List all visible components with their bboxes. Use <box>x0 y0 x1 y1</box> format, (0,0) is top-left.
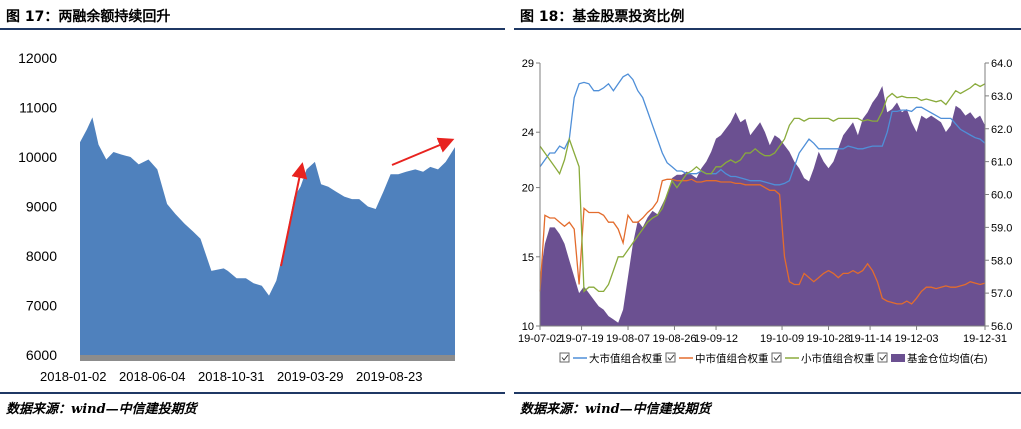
fund-position-area <box>540 86 985 326</box>
right-title-rule <box>514 28 1021 30</box>
x-tick-label: 2019-08-23 <box>356 369 423 384</box>
right-source-rule <box>514 392 1021 394</box>
left-source-rule <box>0 392 505 394</box>
y-right-tick-label: 56.0 <box>991 321 1012 333</box>
fund-allocation-chart: 10 15 20 24 29 56.0 57.0 58.0 59.0 60.0 61.0 62.0 63… <box>518 58 1012 365</box>
y-right-tick-label: 60.0 <box>991 190 1012 202</box>
x-tick-label: 19-08-07 <box>606 333 650 345</box>
x-tick-label: 2018-10-31 <box>198 369 265 384</box>
check-icon <box>667 354 675 361</box>
y-tick-label: 7000 <box>26 298 57 314</box>
x-tick-label: 19-12-31 <box>963 333 1007 345</box>
x-tick-label: 19-07-19 <box>560 333 604 345</box>
legend-checkbox-icon <box>771 352 782 363</box>
check-icon <box>773 354 781 361</box>
chart-legend: 大市值组合权重 中市值组合权重 小市值组合权重 基金仓位均值(右) <box>559 352 988 365</box>
margin-balance-chart: 6000 7000 8000 9000 10000 11000 12000 2018-01-0… <box>18 50 455 384</box>
up-arrow <box>280 162 308 267</box>
y-left-tick-label: 29 <box>522 58 534 70</box>
y-left-tick-label: 24 <box>522 127 534 139</box>
legend-label: 大市值组合权重 <box>589 352 663 365</box>
x-tick-label: 19-10-09 <box>760 333 804 345</box>
left-figure-title: 图 17：两融余额持续回升 <box>6 9 171 25</box>
legend-mid-cap: 中市值组合权重 <box>665 352 769 365</box>
y-tick-label: 8000 <box>26 248 57 264</box>
x-tick-label: 19-07-02 <box>518 333 562 345</box>
left-figure: 图 17：两融余额持续回升 6000 7000 8000 9000 10000 11000… <box>0 0 505 429</box>
legend-fund-position: 基金仓位均值(右) <box>877 352 988 365</box>
x-tick-label: 19-10-28 <box>806 333 850 345</box>
mid-cap-weight-line <box>539 178 986 305</box>
legend-checkbox-icon <box>559 352 570 363</box>
legend-swatch <box>891 354 905 362</box>
legend-label: 小市值组合权重 <box>801 352 875 365</box>
y-right-tick-label: 64.0 <box>991 58 1012 70</box>
x-tick-label: 2018-01-02 <box>40 369 107 384</box>
legend-label: 基金仓位均值(右) <box>907 352 988 365</box>
y-right-tick-label: 58.0 <box>991 255 1012 267</box>
y-right-tick-label: 57.0 <box>991 288 1012 300</box>
y-right-tick-label: 63.0 <box>991 91 1012 103</box>
legend-checkbox-icon <box>665 352 676 363</box>
x-tick-label: 2019-03-29 <box>277 369 344 384</box>
left-source-note: 数据来源：wind—中信建投期货 <box>6 402 197 417</box>
left-title-rule <box>0 28 505 30</box>
y-tick-label: 10000 <box>18 149 57 165</box>
legend-label: 中市值组合权重 <box>695 352 769 365</box>
x-tick-label: 2018-06-04 <box>119 369 186 384</box>
x-tick-label: 19-12-03 <box>895 333 939 345</box>
y-right-tick-label: 62.0 <box>991 124 1012 136</box>
right-figure-title: 图 18：基金股票投资比例 <box>520 9 685 25</box>
large-cap-weight-line <box>539 73 986 186</box>
y-right-tick-label: 59.0 <box>991 222 1012 234</box>
x-tick-label: 19-09-12 <box>694 333 738 345</box>
right-figure: 图 18：基金股票投资比例 10 15 20 24 29 56.0 57.0 58.0 59.0… <box>514 0 1021 429</box>
y-tick-label: 11000 <box>19 100 57 116</box>
up-right-arrow <box>391 137 455 166</box>
y-tick-label: 6000 <box>26 347 57 363</box>
x-tick-label: 19-08-26 <box>652 333 696 345</box>
y-right-tick-label: 61.0 <box>991 157 1012 169</box>
x-tick-label: 19-11-14 <box>848 333 891 345</box>
small-cap-weight-line <box>539 83 986 293</box>
y-tick-label: 9000 <box>26 199 57 215</box>
check-icon <box>561 354 569 361</box>
x-axis-baseline <box>80 355 455 361</box>
legend-checkbox-icon <box>877 352 888 363</box>
margin-balance-area <box>80 117 455 356</box>
y-left-tick-label: 10 <box>522 321 534 333</box>
y-tick-label: 12000 <box>18 50 57 66</box>
y-left-tick-label: 15 <box>522 252 534 264</box>
y-left-tick-label: 20 <box>522 183 534 195</box>
legend-large-cap: 大市值组合权重 <box>559 352 663 365</box>
legend-small-cap: 小市值组合权重 <box>771 352 875 365</box>
right-source-note: 数据来源：wind—中信建投期货 <box>520 402 711 417</box>
check-icon <box>879 354 887 361</box>
